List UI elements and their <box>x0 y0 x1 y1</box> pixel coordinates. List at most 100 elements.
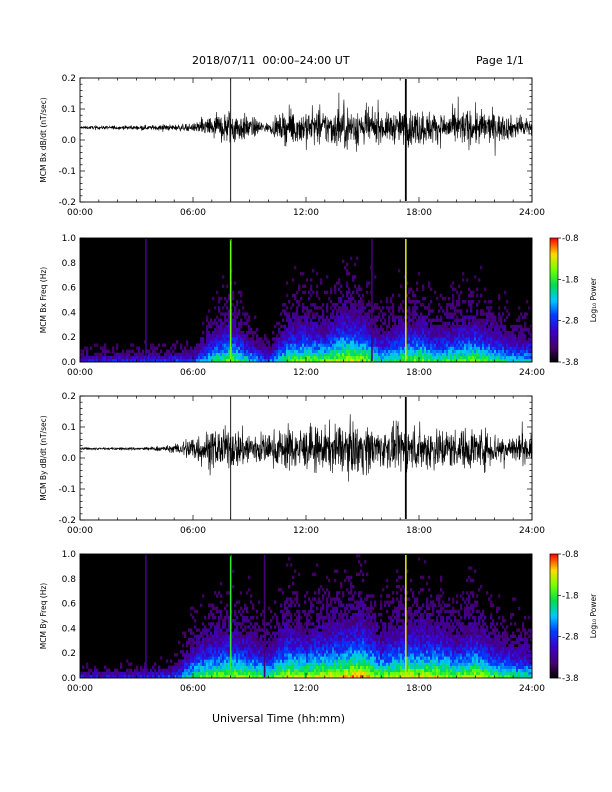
spectrogram-cell <box>416 281 419 285</box>
spectrogram-cell <box>340 352 343 357</box>
spectrogram-cell <box>340 290 343 295</box>
spectrogram-cell <box>296 665 299 669</box>
spectrogram-cell <box>238 337 241 341</box>
spectrogram-cell <box>192 653 195 657</box>
colorbar-segment <box>550 287 558 290</box>
spectrogram-cell <box>500 321 503 326</box>
spectrogram-cell <box>256 622 259 626</box>
spectrogram-cell <box>304 327 307 332</box>
spectrogram-cell <box>300 631 303 635</box>
spectrogram-cell <box>288 312 291 316</box>
spectrogram-cell <box>512 352 515 357</box>
spectrogram-cell <box>314 647 317 651</box>
spectrogram-cell <box>444 296 447 301</box>
spectrogram-cell <box>334 659 337 663</box>
colorbar-segment <box>550 297 558 301</box>
spectrogram-cell <box>250 665 253 669</box>
spectrogram-cell <box>272 337 275 341</box>
spectrogram-cell <box>262 358 265 363</box>
spectrogram-cell <box>308 640 311 645</box>
spectrogram-cell <box>290 619 293 623</box>
spectrogram-cell <box>524 324 527 329</box>
spectrogram-cell <box>218 647 221 651</box>
spectrogram-cell <box>368 349 371 353</box>
spectrogram-cell <box>480 340 483 344</box>
spectrogram-cell <box>228 619 231 623</box>
spectrogram-cell <box>520 312 523 316</box>
spectrogram-cell <box>316 324 319 329</box>
spectrogram-cell <box>286 653 289 657</box>
spectrogram-cell <box>102 346 105 350</box>
spectrogram-cell <box>330 625 333 629</box>
spectrogram-cell <box>244 346 247 350</box>
spectrogram-cell <box>316 640 319 645</box>
spectrogram-cell <box>360 343 363 347</box>
spectrogram-cell <box>322 631 325 635</box>
spectrogram-cell <box>260 650 263 654</box>
spectrogram-cell <box>326 656 329 660</box>
spectrogram-cell <box>484 352 487 357</box>
spectrogram-cell <box>422 315 425 319</box>
spectrogram-cell <box>262 665 265 669</box>
spectrogram-cell <box>234 674 237 679</box>
spectrogram-cell <box>340 284 343 288</box>
spectrogram-cell <box>164 671 167 676</box>
spectrogram-cell <box>232 656 235 660</box>
spectrogram-cell <box>292 293 295 298</box>
spectrogram-cell <box>432 334 435 338</box>
spectrogram-cell <box>408 318 411 322</box>
spectrogram-cell <box>234 358 237 363</box>
spectrogram-cell <box>322 315 325 319</box>
spectrogram-cell <box>194 625 197 629</box>
spectrogram-cell <box>246 331 249 335</box>
spectrogram-cell <box>472 331 475 335</box>
spectrogram-cell <box>248 349 251 353</box>
spectrogram-cell <box>478 352 481 357</box>
spectrogram-cell <box>318 625 321 629</box>
spectrogram-cell <box>436 352 439 357</box>
spectrogram-cell <box>296 346 299 350</box>
spectrogram-cell <box>332 665 335 669</box>
spectrogram-cell <box>470 300 473 304</box>
spectrogram-cell <box>482 321 485 326</box>
spectrogram-cell <box>316 656 319 660</box>
spectrogram-cell <box>388 355 391 360</box>
spectrogram-cell <box>470 343 473 347</box>
spectrogram-cell <box>288 334 291 338</box>
spectrogram-cell <box>292 634 295 638</box>
spectrogram-cell <box>416 312 419 316</box>
spectrogram-cell <box>244 628 247 632</box>
spectrogram-cell <box>244 625 247 629</box>
spectrogram-cell <box>460 309 463 313</box>
spectrogram-cell <box>352 318 355 322</box>
spectrogram-cell <box>216 327 219 332</box>
spectrogram-cell <box>314 321 317 326</box>
spectrogram-cell <box>330 609 333 614</box>
spectrogram-cell <box>210 609 213 614</box>
spectrogram-cell <box>298 331 301 335</box>
spectrogram-cell <box>302 334 305 338</box>
spectrogram-cell <box>374 324 377 329</box>
spectrogram-cell <box>168 352 171 357</box>
spectrogram-cell <box>512 343 515 347</box>
spectrogram-cell <box>324 318 327 322</box>
spectrogram-cell <box>476 343 479 347</box>
spectrogram-cell <box>206 324 209 329</box>
spectrogram-cell <box>320 634 323 638</box>
spectrogram-cell <box>466 340 469 344</box>
spectrogram-cell <box>308 296 311 301</box>
spectrogram-cell <box>294 647 297 651</box>
spectrogram-cell <box>302 337 305 341</box>
spectrogram-cell <box>246 616 249 620</box>
spectrogram-cell <box>268 659 271 663</box>
spectrogram-cell <box>240 337 243 341</box>
spectrogram-cell <box>492 315 495 319</box>
spectrogram-cell <box>252 631 255 635</box>
spectrogram-cell <box>204 631 207 635</box>
spectrogram-cell <box>320 668 323 673</box>
spectrogram-cell <box>382 306 385 310</box>
colorbar-segment <box>550 353 558 357</box>
spectrogram-cell <box>318 591 321 595</box>
spectrogram-cell <box>172 668 175 673</box>
spectrogram-cell <box>292 358 295 363</box>
